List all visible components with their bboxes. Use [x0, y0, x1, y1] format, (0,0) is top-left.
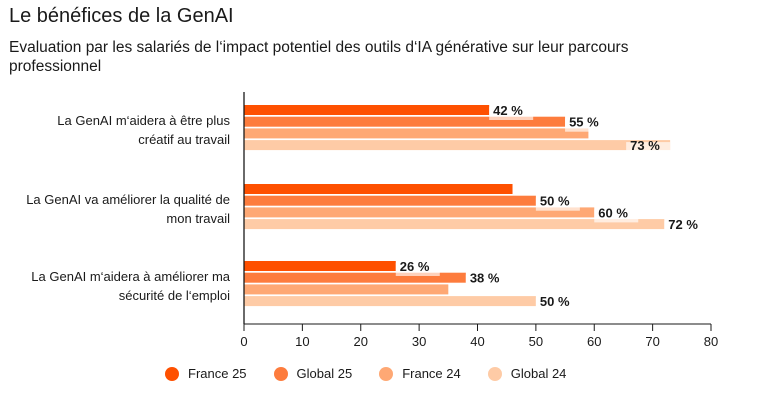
value-label: 55 % — [569, 115, 599, 130]
x-tick-label: 30 — [412, 334, 426, 349]
x-tick-label: 40 — [470, 334, 484, 349]
value-label: 50 % — [540, 294, 570, 309]
value-label-background — [594, 209, 639, 223]
bar — [244, 116, 566, 127]
legend-dot-icon — [379, 366, 394, 381]
x-tick-label: 0 — [240, 334, 247, 349]
value-label: 42 % — [493, 103, 523, 118]
bar — [244, 296, 536, 307]
bar — [244, 219, 665, 230]
bar — [244, 284, 449, 295]
legend-item: Global 24 — [487, 366, 567, 381]
chart-title: Le bénéfices de la GenAI — [9, 5, 234, 27]
x-tick-label: 20 — [354, 334, 368, 349]
legend-dot-icon — [165, 366, 179, 381]
legend-label: Global 25 — [296, 366, 353, 381]
value-label-background — [535, 197, 580, 211]
value-label-background — [664, 221, 709, 235]
category-label: La GenAI va améliorer la qualité de mon t… — [0, 190, 230, 228]
bar — [244, 128, 589, 139]
category-label-line: La GenAI m‘aidera à améliorer ma — [31, 269, 230, 284]
value-label-background — [626, 142, 671, 156]
category-label: La GenAI m‘aidera à améliorer ma sécurité… — [0, 267, 230, 305]
x-tick-label: 50 — [529, 334, 543, 349]
value-label-background — [489, 107, 534, 120]
x-tick-label: 80 — [704, 334, 718, 349]
legend-label: Global 24 — [510, 366, 567, 381]
legend-item: France 25 — [165, 366, 247, 381]
value-label: 50 % — [540, 194, 570, 209]
legend: France 25 Global 25 France 24 Global 24 — [165, 366, 593, 381]
value-label-background — [535, 298, 580, 312]
value-label: 60 % — [598, 205, 628, 220]
category-label-line: créatif au travail — [138, 132, 230, 147]
value-label-background — [565, 118, 610, 132]
x-tick-label: 70 — [645, 334, 659, 349]
value-label-background — [395, 263, 440, 276]
category-label-line: sécurité de l‘emploi — [118, 288, 230, 303]
value-label: 73 % — [630, 138, 660, 153]
category-label: La GenAI m‘aidera à être plus créatif au … — [0, 111, 230, 149]
legend-item: Global 25 — [273, 366, 353, 381]
value-label: 72 % — [668, 217, 698, 232]
chart-subtitle: Evaluation par les salariés de l‘impact … — [9, 39, 629, 75]
bar — [244, 140, 671, 151]
value-label: 38 % — [470, 271, 500, 286]
legend-label: France 25 — [188, 366, 247, 381]
x-tick-label: 60 — [587, 334, 601, 349]
bar — [244, 184, 513, 194]
value-label-background — [465, 274, 510, 288]
bar — [244, 105, 490, 115]
value-label: 26 % — [400, 259, 430, 274]
bar — [244, 207, 595, 218]
legend-item: France 24 — [379, 366, 461, 381]
bar — [244, 272, 466, 283]
legend-dot-icon — [273, 366, 288, 381]
legend-label: France 24 — [402, 366, 461, 381]
category-label-line: mon travail — [166, 211, 230, 226]
legend-dot-icon — [487, 366, 502, 381]
x-tick-label: 10 — [295, 334, 309, 349]
category-label-line: La GenAI m‘aidera à être plus — [57, 113, 230, 128]
bar — [244, 195, 536, 206]
category-label-line: La GenAI va améliorer la qualité de — [26, 192, 230, 207]
bar — [244, 261, 396, 271]
